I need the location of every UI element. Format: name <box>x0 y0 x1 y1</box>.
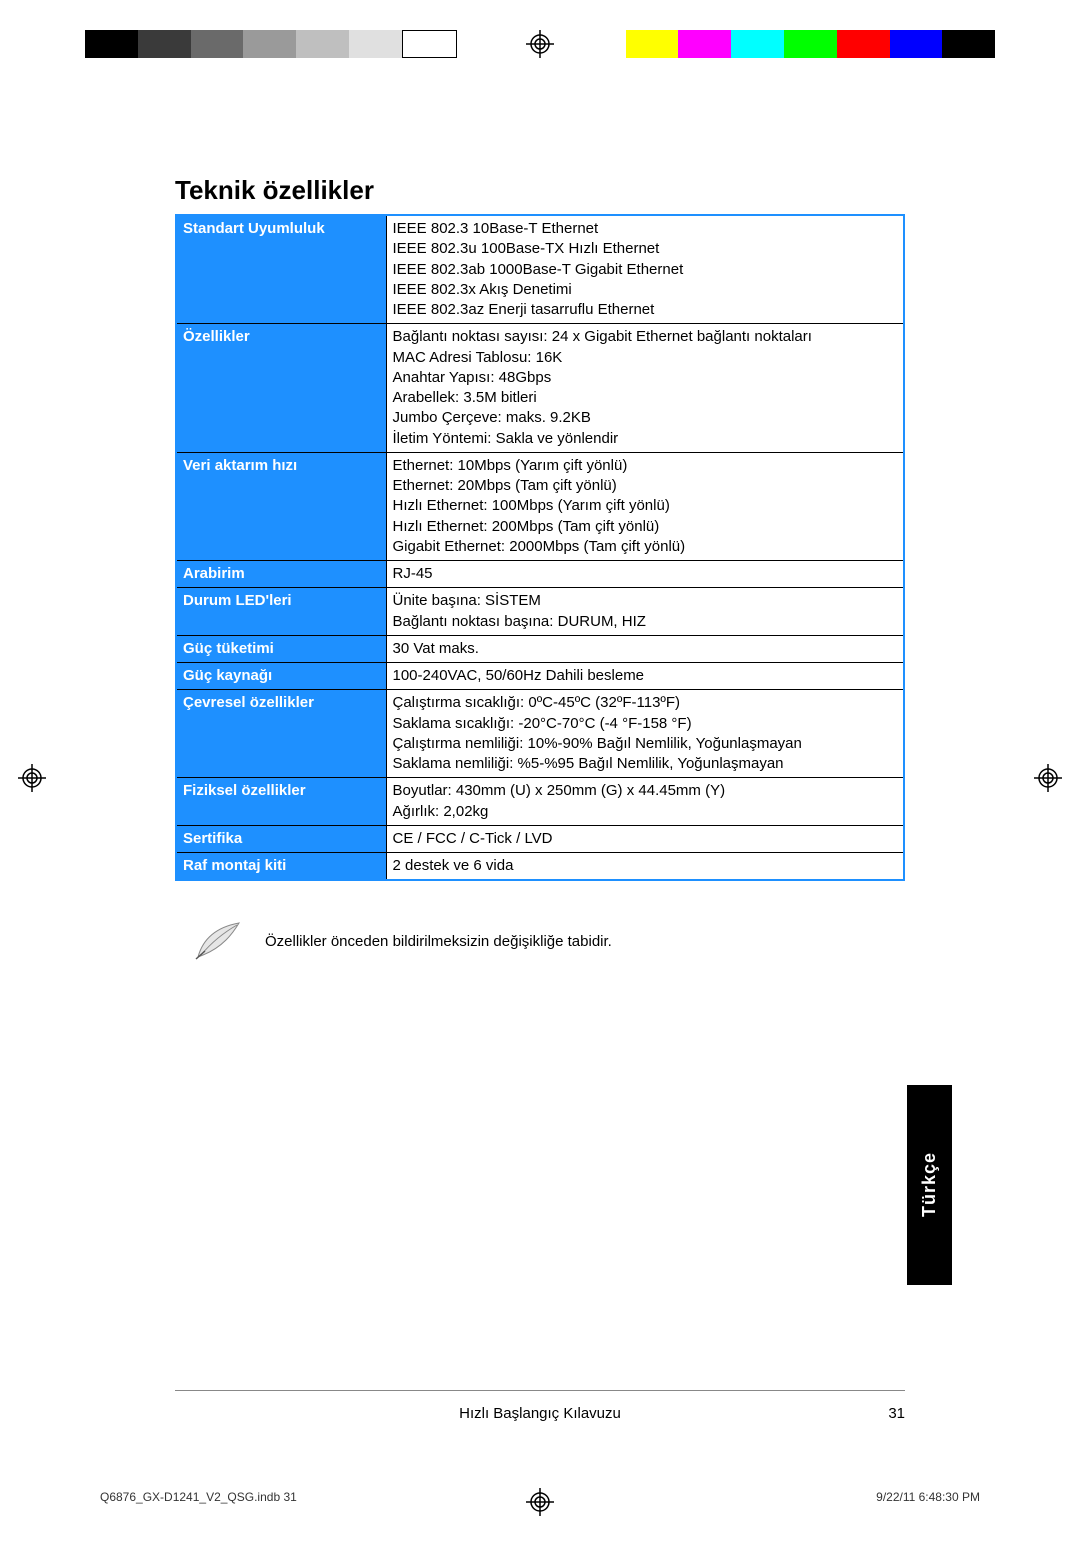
note-row: Özellikler önceden bildirilmeksizin deği… <box>175 921 905 961</box>
page-title: Teknik özellikler <box>175 175 905 206</box>
spec-value: CE / FCC / C-Tick / LVD <box>386 825 904 852</box>
swatch <box>85 30 138 58</box>
print-metadata: Q6876_GX-D1241_V2_QSG.indb 31 9/22/11 6:… <box>100 1490 980 1504</box>
table-row: Fiziksel özelliklerBoyutlar: 430mm (U) x… <box>176 778 904 826</box>
spec-value: 30 Vat maks. <box>386 635 904 662</box>
table-row: Standart UyumlulukIEEE 802.3 10Base-T Et… <box>176 215 904 324</box>
page-footer: Hızlı Başlangıç Kılavuzu 31 <box>175 1405 905 1422</box>
swatch <box>138 30 191 58</box>
spec-label: Çevresel özellikler <box>176 690 386 778</box>
table-row: Çevresel özelliklerÇalıştırma sıcaklığı:… <box>176 690 904 778</box>
table-row: Raf montaj kiti2 destek ve 6 vida <box>176 853 904 881</box>
note-text: Özellikler önceden bildirilmeksizin deği… <box>265 933 612 950</box>
swatch <box>349 30 402 58</box>
spec-value: Bağlantı noktası sayısı: 24 x Gigabit Et… <box>386 324 904 453</box>
table-row: ÖzelliklerBağlantı noktası sayısı: 24 x … <box>176 324 904 453</box>
swatch <box>942 30 995 58</box>
swatch <box>837 30 890 58</box>
table-row: Güç kaynağı100-240VAC, 50/60Hz Dahili be… <box>176 663 904 690</box>
language-label: Türkçe <box>919 1152 940 1217</box>
specifications-table: Standart UyumlulukIEEE 802.3 10Base-T Et… <box>175 214 905 881</box>
spec-label: Durum LED'leri <box>176 588 386 636</box>
feather-icon <box>193 921 241 961</box>
spec-value: Ünite başına: SİSTEMBağlantı noktası baş… <box>386 588 904 636</box>
swatch <box>784 30 837 58</box>
spec-value: 2 destek ve 6 vida <box>386 853 904 881</box>
table-row: Veri aktarım hızıEthernet: 10Mbps (Yarım… <box>176 452 904 560</box>
language-tab: Türkçe <box>907 1085 952 1285</box>
spec-label: Fiziksel özellikler <box>176 778 386 826</box>
swatch <box>191 30 244 58</box>
print-timestamp: 9/22/11 6:48:30 PM <box>876 1490 980 1504</box>
spec-value: IEEE 802.3 10Base-T EthernetIEEE 802.3u … <box>386 215 904 324</box>
spec-value: Ethernet: 10Mbps (Yarım çift yönlü)Ether… <box>386 452 904 560</box>
registration-mark-icon <box>526 30 554 58</box>
swatch <box>626 30 679 58</box>
spec-value: 100-240VAC, 50/60Hz Dahili besleme <box>386 663 904 690</box>
spec-label: Sertifika <box>176 825 386 852</box>
spec-label: Raf montaj kiti <box>176 853 386 881</box>
swatch <box>731 30 784 58</box>
footer-title: Hızlı Başlangıç Kılavuzu <box>175 1405 905 1422</box>
spec-value: Boyutlar: 430mm (U) x 250mm (G) x 44.45m… <box>386 778 904 826</box>
table-row: Durum LED'leriÜnite başına: SİSTEMBağlan… <box>176 588 904 636</box>
spec-label: Güç kaynağı <box>176 663 386 690</box>
spec-label: Veri aktarım hızı <box>176 452 386 560</box>
table-row: Güç tüketimi30 Vat maks. <box>176 635 904 662</box>
table-row: ArabirimRJ-45 <box>176 561 904 588</box>
spec-label: Güç tüketimi <box>176 635 386 662</box>
swatch <box>243 30 296 58</box>
swatch <box>296 30 349 58</box>
print-file: Q6876_GX-D1241_V2_QSG.indb 31 <box>100 1490 297 1504</box>
registration-mark-icon <box>1034 764 1062 792</box>
spec-value: Çalıştırma sıcaklığı: 0ºC-45ºC (32ºF-113… <box>386 690 904 778</box>
swatch <box>402 30 457 58</box>
spec-label: Standart Uyumluluk <box>176 215 386 324</box>
table-row: SertifikaCE / FCC / C-Tick / LVD <box>176 825 904 852</box>
swatch <box>890 30 943 58</box>
footer-rule <box>175 1390 905 1391</box>
registration-mark-icon <box>18 764 46 792</box>
spec-value: RJ-45 <box>386 561 904 588</box>
spec-label: Arabirim <box>176 561 386 588</box>
spec-label: Özellikler <box>176 324 386 453</box>
page-content: Teknik özellikler Standart UyumlulukIEEE… <box>175 120 905 961</box>
swatch <box>678 30 731 58</box>
